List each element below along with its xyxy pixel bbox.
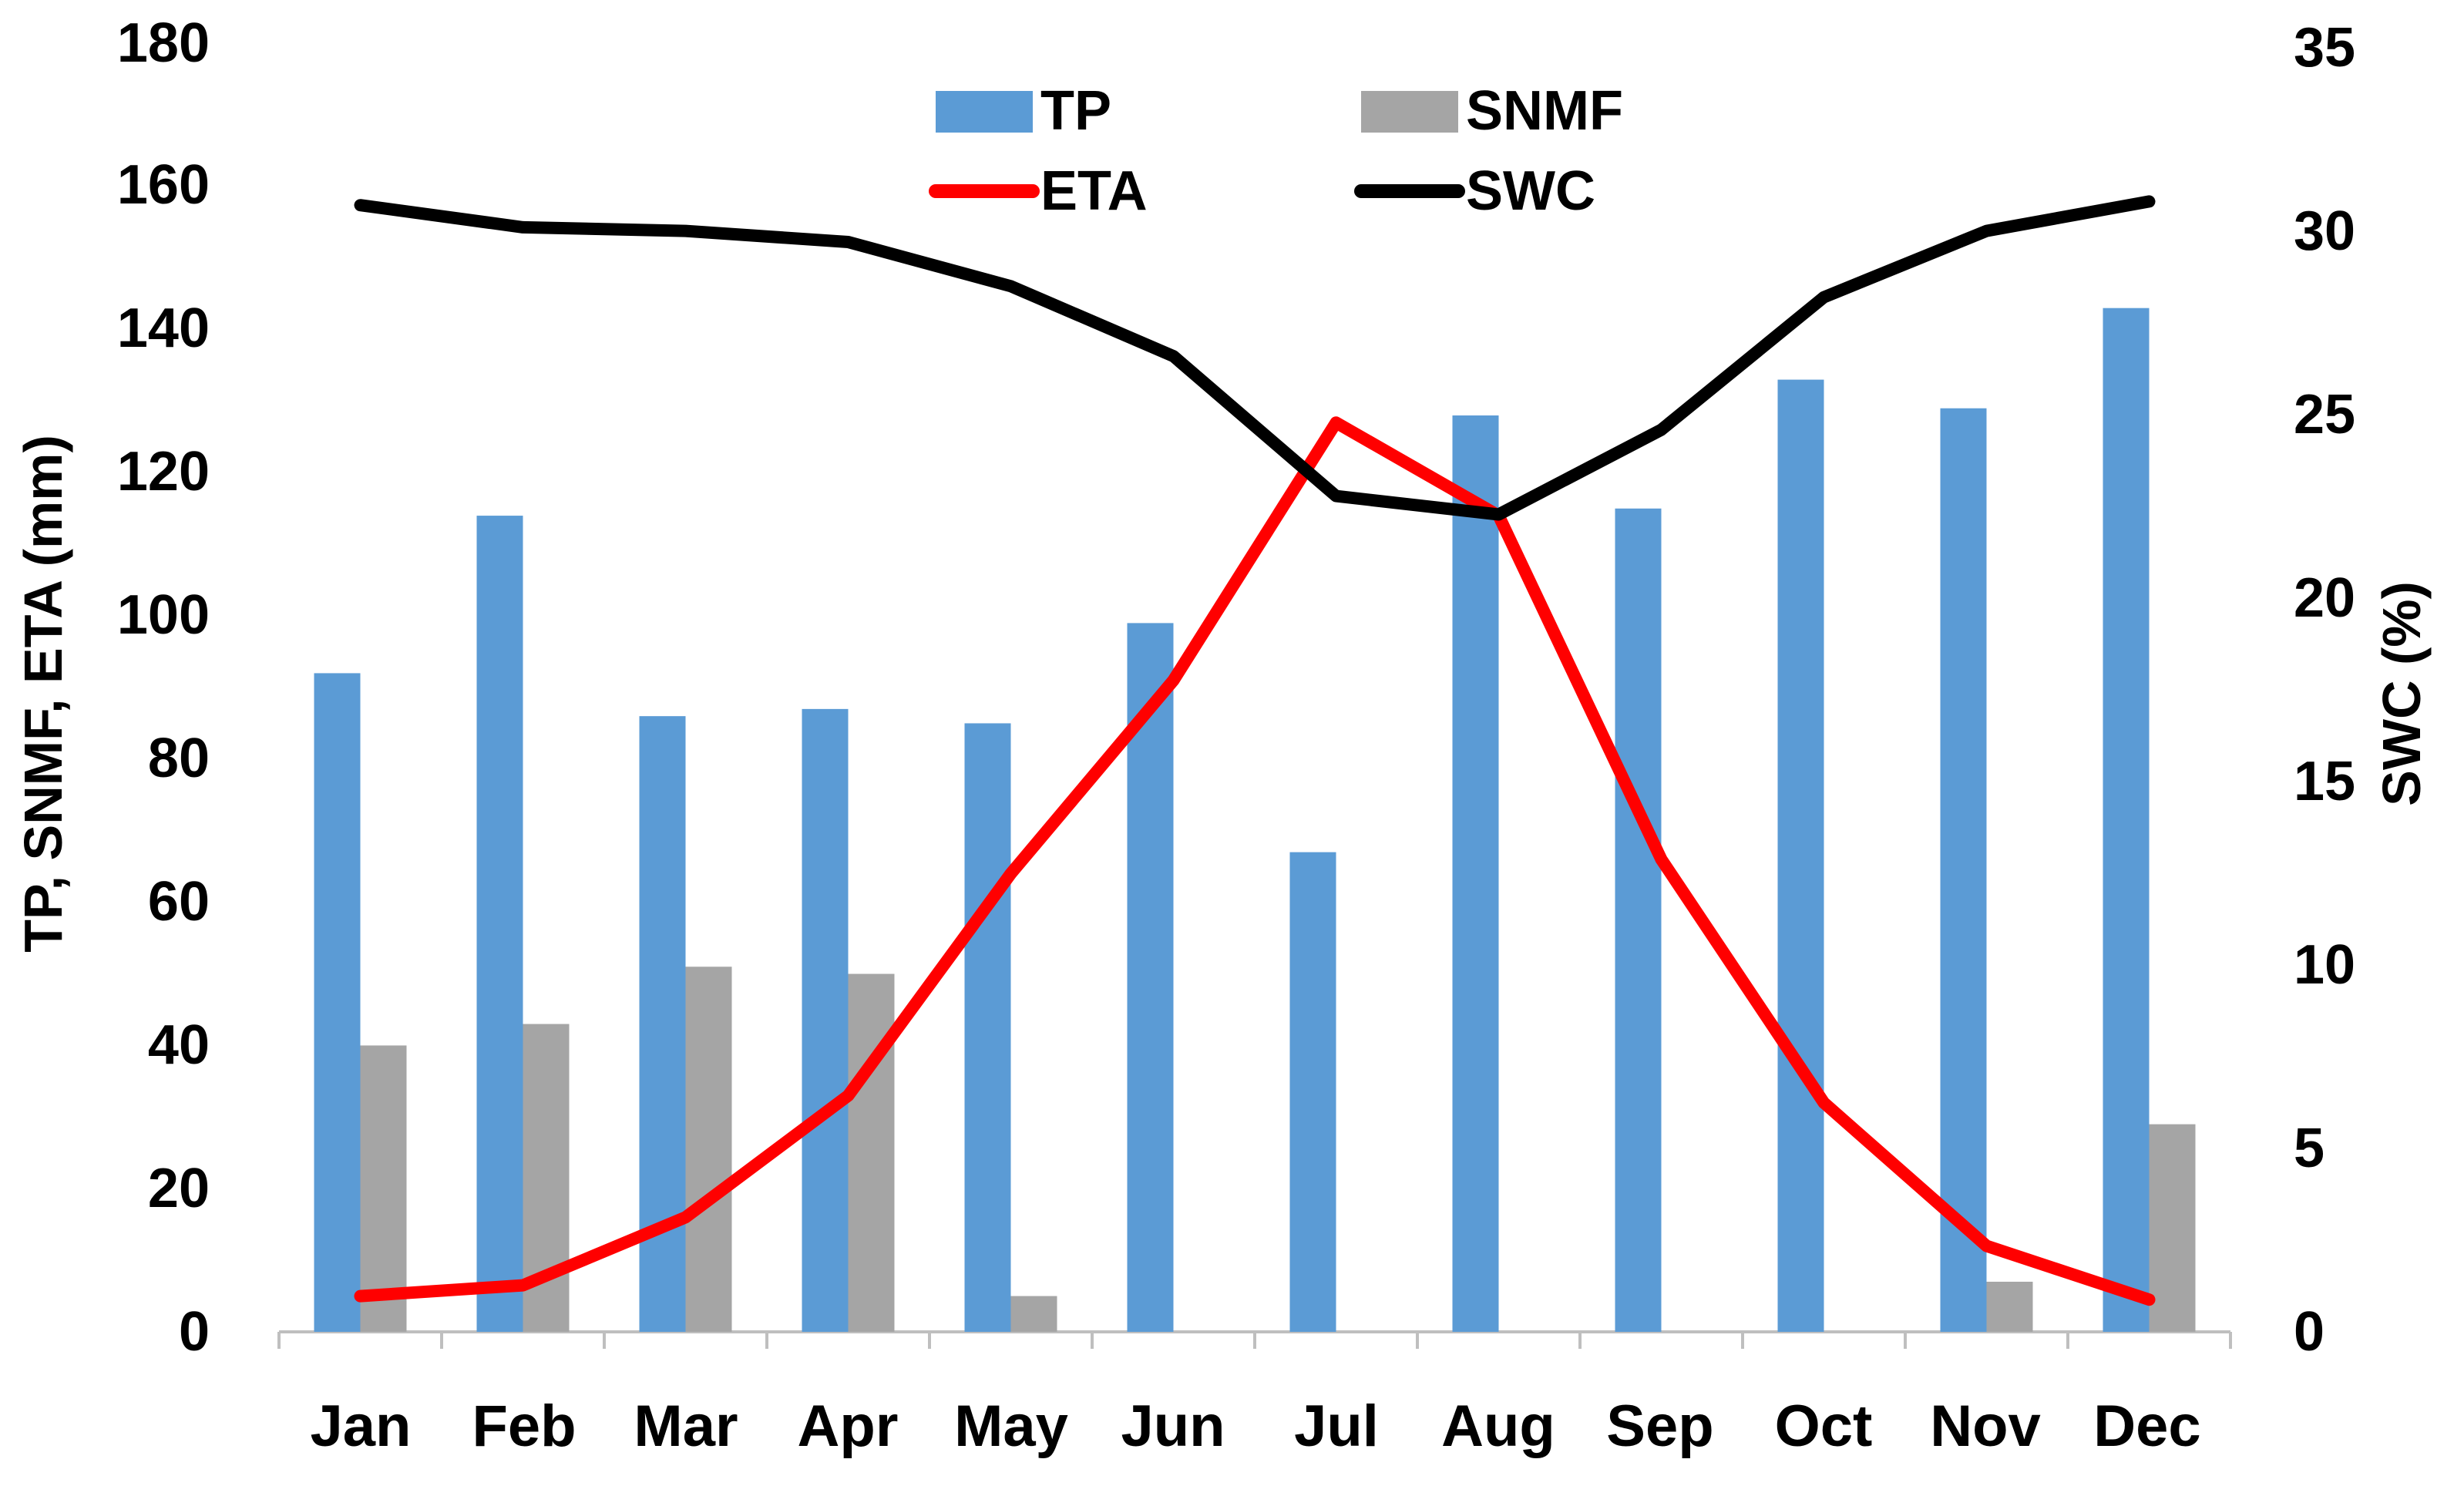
x-tick-label: Jan [311,1394,412,1459]
y-left-tick-label: 40 [148,1014,210,1076]
x-tick-label: Nov [1930,1394,2041,1459]
bar-tp-feb [476,516,523,1332]
bar-tp-nov [1940,408,1987,1332]
bar-snmf-nov [1986,1281,2033,1332]
y-right-tick-label: 35 [2294,17,2355,79]
y-left-tick-label: 100 [117,584,210,646]
y-right-tick-label: 0 [2294,1301,2324,1363]
bar-tp-sep [1615,508,1662,1332]
x-tick-label: Dec [2093,1394,2200,1459]
legend-label-tp: TP [1040,80,1111,142]
bar-snmf-apr [848,973,895,1332]
bar-series [314,308,2196,1333]
legend-swatch-snmf [1361,91,1458,133]
x-axis-labels: Jan Feb Mar Apr May Jun Jul Aug Sep Oct … [311,1394,2201,1459]
line-series [354,195,2156,1306]
legend-swatch-tp [936,91,1033,133]
bar-tp-aug [1452,415,1499,1332]
x-tick-label: Jun [1121,1394,1225,1459]
y-right-ticks: 0 5 10 15 20 25 30 35 [2294,17,2355,1363]
x-tick-label: May [954,1394,1068,1459]
y-left-ticks: 0 20 40 60 80 100 120 140 160 180 [117,12,210,1363]
x-tick-label: Jul [1294,1394,1379,1459]
bar-snmf-mar [685,967,732,1332]
x-tick-label: Sep [1606,1394,1713,1459]
line-swc [354,195,2156,521]
y-right-tick-label: 15 [2294,751,2355,812]
legend-label-eta: ETA [1040,160,1148,222]
line-eta [354,416,2156,1306]
x-tick-label: Oct [1775,1394,1873,1459]
y-right-tick-label: 30 [2294,200,2355,262]
y-left-tick-label: 160 [117,154,210,216]
legend: TP SNMF ETA SWC [929,80,1623,222]
bar-tp-dec [2103,308,2150,1332]
bar-tp-oct [1777,379,1824,1333]
bar-tp-may [964,723,1011,1332]
x-axis [277,1330,2232,1349]
bar-snmf-dec [2149,1124,2196,1332]
bar-tp-jul [1289,852,1336,1332]
x-tick-label: Mar [634,1394,738,1459]
bar-tp-jan [314,673,361,1332]
bar-snmf-may [1010,1296,1057,1332]
x-tick-label: Aug [1441,1394,1555,1459]
y-left-tick-label: 140 [117,298,210,359]
y-right-tick-label: 25 [2294,384,2355,445]
y-left-tick-label: 180 [117,12,210,74]
y-right-axis-title: SWC (%) [2372,581,2432,806]
y-right-tick-label: 5 [2294,1118,2324,1179]
y-right-tick-label: 10 [2294,934,2355,996]
y-left-tick-label: 0 [179,1301,210,1363]
legend-label-snmf: SNMF [1466,80,1623,142]
y-left-tick-label: 80 [148,728,210,789]
bar-tp-apr [802,708,849,1332]
legend-label-swc: SWC [1466,160,1595,222]
y-left-axis-title: TP, SNMF, ETA (mm) [13,435,73,953]
x-tick-label: Feb [472,1394,576,1459]
y-left-tick-label: 20 [148,1158,210,1219]
bar-tp-jun [1127,623,1174,1332]
y-left-tick-label: 120 [117,441,210,503]
bar-snmf-jan [360,1045,407,1332]
y-right-tick-label: 20 [2294,567,2355,629]
x-tick-label: Apr [798,1394,899,1459]
y-left-tick-label: 60 [148,871,210,933]
